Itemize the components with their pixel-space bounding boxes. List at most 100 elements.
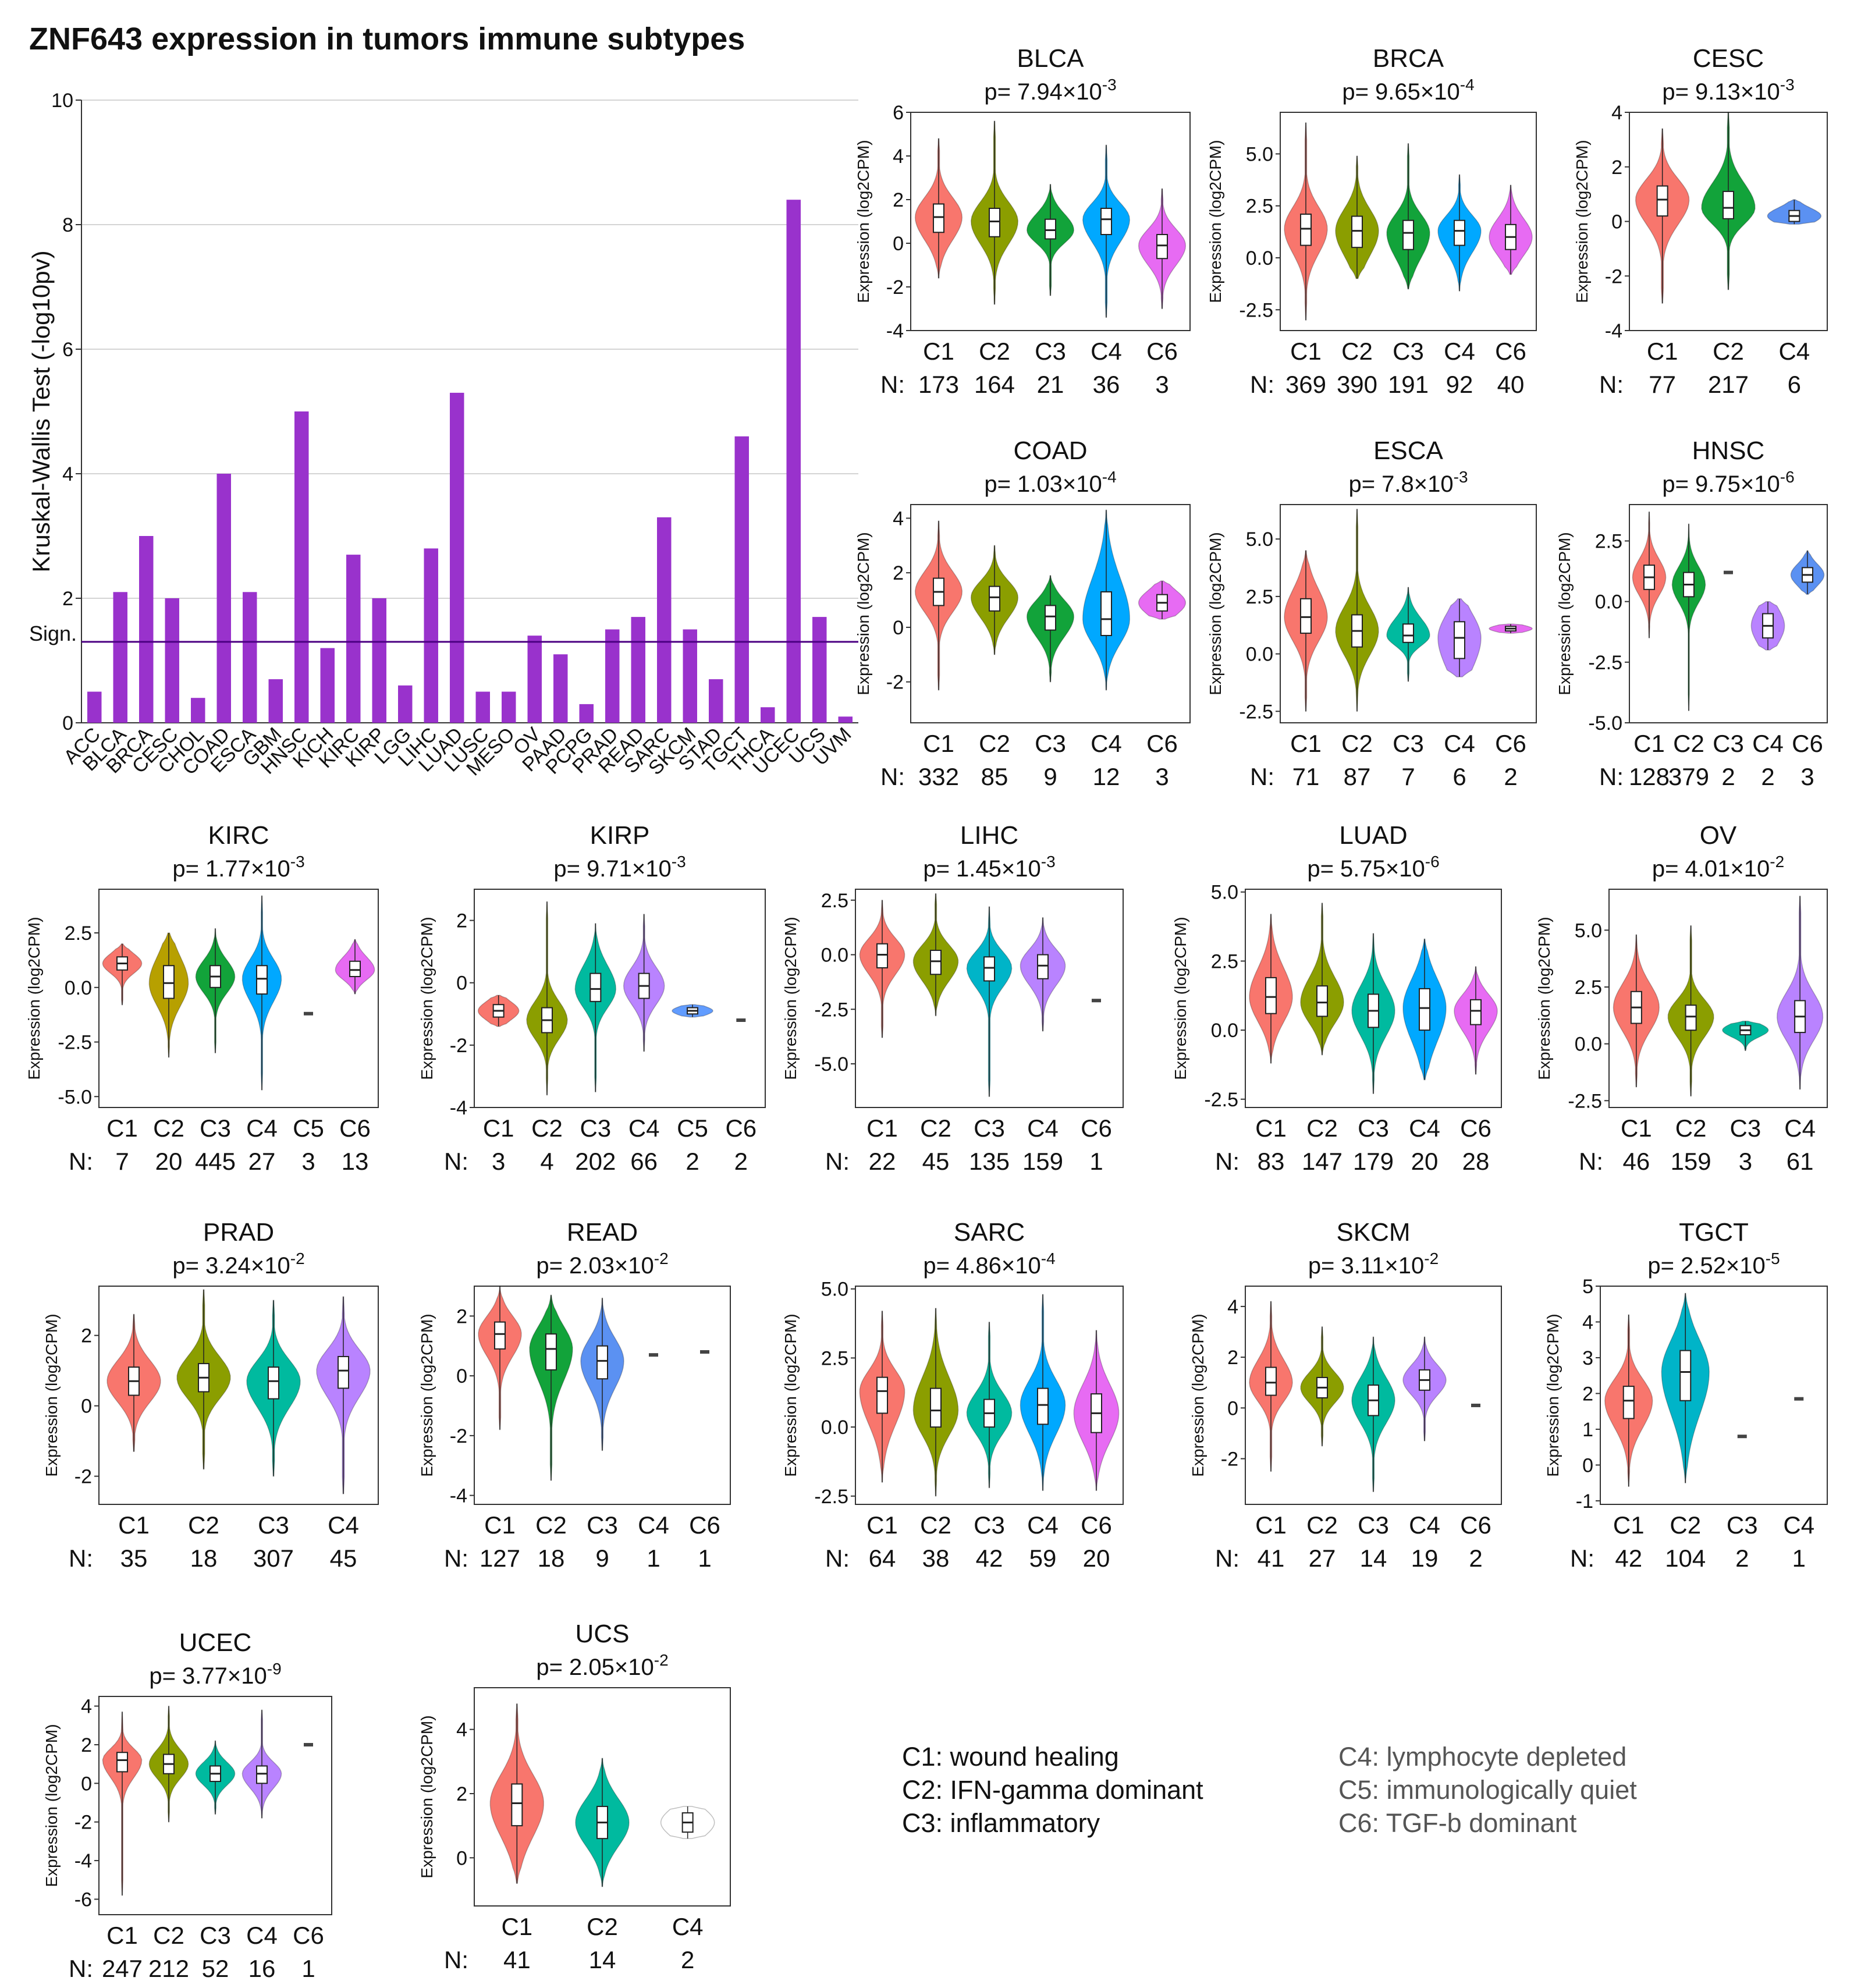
box-c3 xyxy=(589,972,602,1002)
panel-p-value: p= 5.75×10-6 xyxy=(1307,853,1439,882)
point-c3 xyxy=(1724,570,1733,574)
point-c4 xyxy=(649,1353,658,1357)
y-axis-title: Expression (log2CPM) xyxy=(1189,1314,1207,1476)
box-c3 xyxy=(1045,605,1056,631)
sample-count-c3: 9 xyxy=(595,1545,609,1572)
box-c6 xyxy=(349,960,361,977)
legend-item-c6: C6: TGF-b dominant xyxy=(1338,1808,1577,1838)
y-tick-label: 2.5 xyxy=(1595,531,1622,553)
x-tick-label-c2: C2 xyxy=(979,338,1010,365)
panel-title: BRCA xyxy=(1373,44,1444,73)
panel-title: OV xyxy=(1700,821,1737,850)
bar-chart: 0246810ACCBLCABRCACESCCHOLCOADESCAGBMHNS… xyxy=(27,90,858,780)
y-tick-label: 5.0 xyxy=(821,1279,848,1301)
y-axis-title: Expression (log2CPM) xyxy=(1555,532,1574,695)
x-tick-label-c4: C4 xyxy=(1091,338,1122,365)
p-value-exponent: -9 xyxy=(267,1660,282,1678)
y-tick-label: 2.5 xyxy=(821,890,848,912)
main-title: ZNF643 expression in tumors immune subty… xyxy=(29,22,745,56)
y-tick-label: 0.0 xyxy=(1246,644,1273,666)
p-value-exponent: -5 xyxy=(1766,1249,1780,1268)
y-tick-label: -5.0 xyxy=(1588,712,1622,734)
panel-p-value: p= 3.24×10-2 xyxy=(172,1249,304,1279)
point-c6 xyxy=(736,1018,746,1022)
sample-count-c4: 159 xyxy=(1022,1148,1063,1175)
sample-count-c2: 4 xyxy=(540,1148,553,1175)
violin-panel-kirp: KIRP p= 9.71×10-3 -4 -2 0 2 Expression (log2CP… xyxy=(418,821,766,1175)
sample-count-c4: 2 xyxy=(1761,763,1774,790)
violin-panel-ucs: UCS p= 2.05×10-2 0 2 4 Expression (log2CPM) C1… xyxy=(418,1620,731,1973)
p-value-exponent: -3 xyxy=(1454,468,1468,486)
x-tick-label-c3: C3 xyxy=(1727,1511,1758,1539)
bar-y-tick-label: 10 xyxy=(51,90,73,112)
y-tick-label: -2.5 xyxy=(1239,299,1273,321)
p-value-exponent: -2 xyxy=(1770,853,1784,871)
bar-chol xyxy=(191,698,205,723)
panel-title: SARC xyxy=(954,1218,1025,1247)
panel-title: PRAD xyxy=(203,1218,274,1247)
panel-frame xyxy=(98,1696,332,1915)
p-value-exponent: -6 xyxy=(1425,853,1440,871)
box-c2 xyxy=(1685,1004,1697,1031)
sample-count-label: N: xyxy=(1250,371,1274,398)
y-tick-label: 2 xyxy=(81,1734,92,1756)
x-tick-label-c4: C4 xyxy=(1784,1114,1816,1142)
sample-count-label: N: xyxy=(880,371,905,398)
bar-meso xyxy=(502,691,516,723)
box-c2 xyxy=(163,965,175,999)
x-tick-label-c3: C3 xyxy=(1358,1511,1389,1539)
sample-count-c2: 390 xyxy=(1337,371,1377,398)
violin-panel-esca: ESCA p= 7.8×10-3 -2.5 0.0 2.5 5.0 Expression (… xyxy=(1206,436,1537,790)
y-tick-label: 0 xyxy=(1582,1454,1593,1476)
box-c4 xyxy=(256,965,268,995)
sample-count-c1: 247 xyxy=(102,1955,143,1982)
x-tick-label-c6: C6 xyxy=(1792,730,1823,757)
p-value-exponent: -4 xyxy=(1102,468,1117,486)
sample-count-label: N: xyxy=(444,1545,468,1572)
sample-count-label: N: xyxy=(1599,763,1624,790)
p-value-mantissa: p= 3.11×10 xyxy=(1308,1253,1424,1279)
bar-kich xyxy=(320,648,335,723)
y-tick-label: -2.5 xyxy=(1568,1090,1602,1112)
panel-p-value: p= 2.03×10-2 xyxy=(536,1249,668,1279)
box-c4 xyxy=(1100,208,1112,235)
x-tick-label-c1: C1 xyxy=(923,730,954,757)
bar-thca xyxy=(761,707,775,723)
y-tick-label: 5 xyxy=(1582,1276,1593,1298)
x-tick-label-c2: C2 xyxy=(1675,1114,1707,1142)
panel-p-value: p= 4.86×10-4 xyxy=(923,1249,1055,1279)
sample-count-c2: 18 xyxy=(190,1545,218,1572)
y-tick-label: -4 xyxy=(450,1097,467,1119)
violin-panel-lihc: LIHC p= 1.45×10-3 -5.0 -2.5 0.0 2.5 Expression… xyxy=(782,821,1124,1175)
y-tick-label: 2 xyxy=(1582,1383,1593,1405)
bar-stad xyxy=(709,679,723,723)
panel-p-value: p= 9.71×10-3 xyxy=(553,853,686,882)
y-tick-label: 1 xyxy=(1582,1419,1593,1441)
y-axis-title: Expression (log2CPM) xyxy=(42,1314,61,1476)
box-c6 xyxy=(1470,999,1482,1025)
panel-p-value: p= 4.01×10-2 xyxy=(1652,853,1784,882)
legend-item-c4: C4: lymphocyte depleted xyxy=(1338,1742,1627,1772)
y-tick-label: 5.0 xyxy=(1575,920,1602,942)
sample-count-c2: 14 xyxy=(589,1946,616,1973)
panel-title: READ xyxy=(567,1218,638,1247)
sample-count-c6: 3 xyxy=(1800,763,1814,790)
sample-count-c1: 3 xyxy=(492,1148,505,1175)
panel-title: ESCA xyxy=(1373,436,1443,465)
x-tick-label-c4: C4 xyxy=(1091,730,1122,757)
y-tick-label: -4 xyxy=(1605,320,1622,342)
sample-count-c4: 12 xyxy=(1093,763,1120,790)
significance-label: Sign. xyxy=(29,622,77,645)
sample-count-c4: 16 xyxy=(248,1955,276,1982)
x-tick-label-c3: C3 xyxy=(1035,338,1066,365)
panel-title: UCS xyxy=(576,1620,630,1648)
y-tick-label: -2 xyxy=(450,1425,467,1447)
p-value-mantissa: p= 3.24×10 xyxy=(172,1253,290,1279)
x-tick-label-c6: C6 xyxy=(339,1114,371,1142)
p-value-exponent: -2 xyxy=(654,1249,669,1268)
sample-count-c1: 83 xyxy=(1258,1148,1285,1175)
y-tick-label: -2 xyxy=(1605,265,1622,287)
box-c1 xyxy=(116,1752,128,1773)
violin-panel-cesc: CESC p= 9.13×10-3 -4 -2 0 2 4 Expression (log2C… xyxy=(1573,44,1828,398)
